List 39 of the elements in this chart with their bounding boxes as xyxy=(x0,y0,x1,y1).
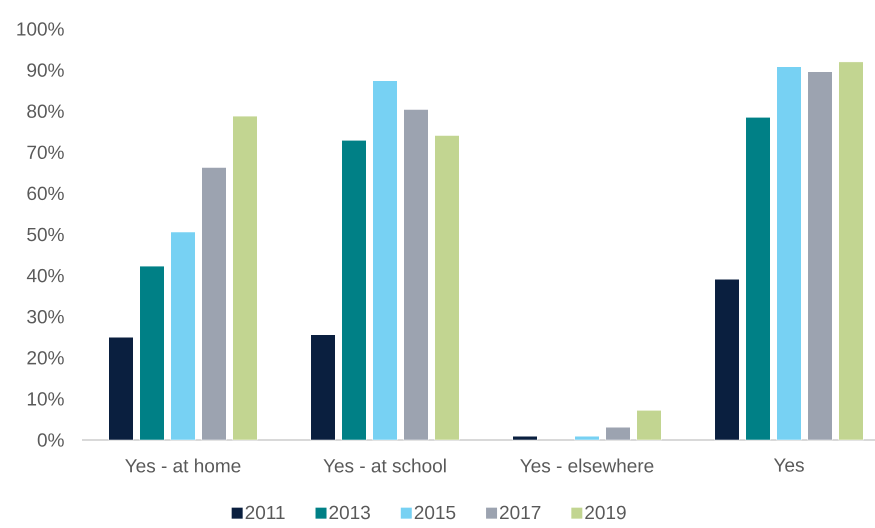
legend-label: 2017 xyxy=(500,506,540,520)
y-tick-label: 100% xyxy=(17,22,64,36)
legend-label: 2011 xyxy=(246,506,285,520)
y-tick-label: 30% xyxy=(27,310,64,324)
y-tick-label: 70% xyxy=(27,146,64,160)
legend-label: 2019 xyxy=(585,506,626,520)
x-tick-label: Yes - elsewhere xyxy=(520,458,654,472)
x-tick-label: Yes - at school xyxy=(323,458,446,472)
bar xyxy=(714,279,740,440)
bar xyxy=(372,80,398,440)
bar xyxy=(202,167,227,440)
y-tick-label: 50% xyxy=(27,228,64,242)
y-tick-label: 90% xyxy=(27,63,64,77)
bar xyxy=(776,66,802,440)
y-tick-label: 10% xyxy=(28,392,64,406)
bar xyxy=(838,62,864,440)
legend-label: 2015 xyxy=(414,506,456,520)
bar xyxy=(140,266,164,440)
legend-label: 2013 xyxy=(329,506,370,520)
bar xyxy=(108,337,134,440)
y-tick-label: 40% xyxy=(26,268,64,282)
y-tick-label: 0% xyxy=(38,433,64,447)
bar xyxy=(606,427,631,440)
bar xyxy=(342,140,367,440)
bar xyxy=(232,116,258,440)
x-tick-label: Yes - at home xyxy=(125,458,240,472)
y-tick-label: 80% xyxy=(27,104,64,118)
bar xyxy=(636,410,662,440)
bar xyxy=(574,436,600,440)
bar xyxy=(404,109,429,440)
x-tick-label: Yes xyxy=(774,458,804,472)
bar xyxy=(808,71,833,440)
bar xyxy=(512,436,538,440)
bar xyxy=(310,334,336,440)
y-tick-label: 20% xyxy=(27,351,64,365)
bar xyxy=(170,232,196,440)
bar xyxy=(434,135,460,440)
bar xyxy=(746,117,771,440)
y-tick-label: 60% xyxy=(27,186,64,200)
